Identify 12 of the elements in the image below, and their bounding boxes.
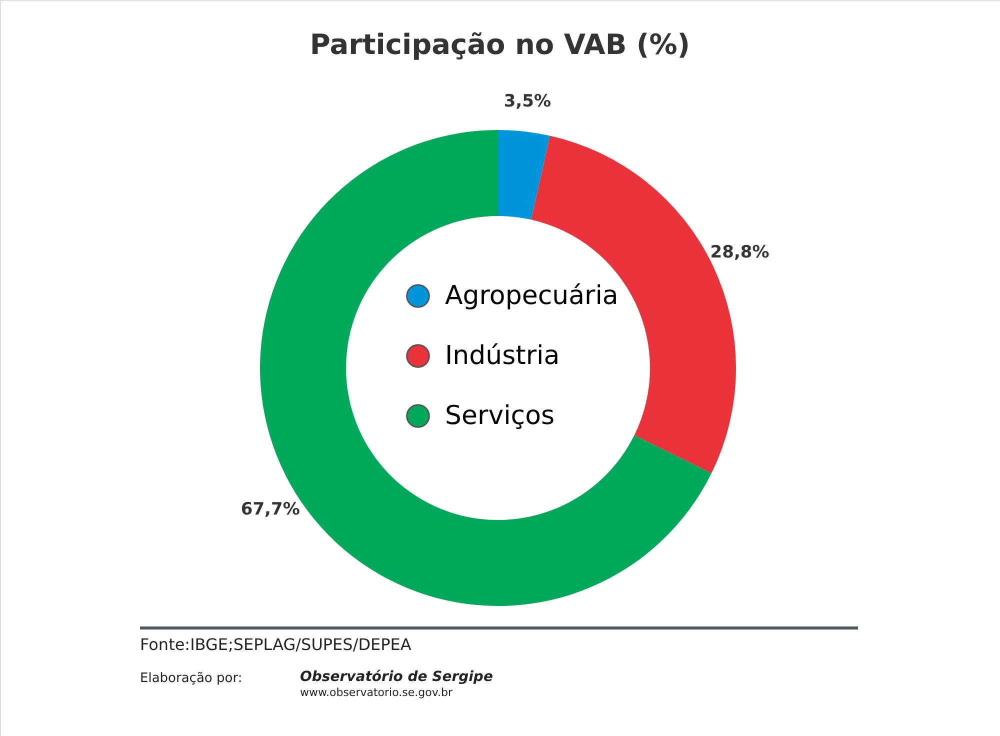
data-label: 67,7% <box>240 499 300 520</box>
text: www.observatorio.se.gov.br <box>300 686 453 699</box>
text: Elaboração por: <box>140 671 242 686</box>
chart-title: Participação no VAB (%) <box>310 28 690 61</box>
legend-label: Agropecuária <box>445 281 618 311</box>
data-label: 28,8% <box>710 242 770 262</box>
legend-label: Serviços <box>445 401 555 431</box>
data-label: 3,5% <box>504 92 551 112</box>
source-note: Fonte:IBGE;SEPLAG/SUPES/DEPEA <box>140 635 412 654</box>
legend-label: Indústria <box>445 341 560 371</box>
text: Observatório de Sergipe <box>300 669 493 685</box>
donut-slice <box>498 130 550 220</box>
